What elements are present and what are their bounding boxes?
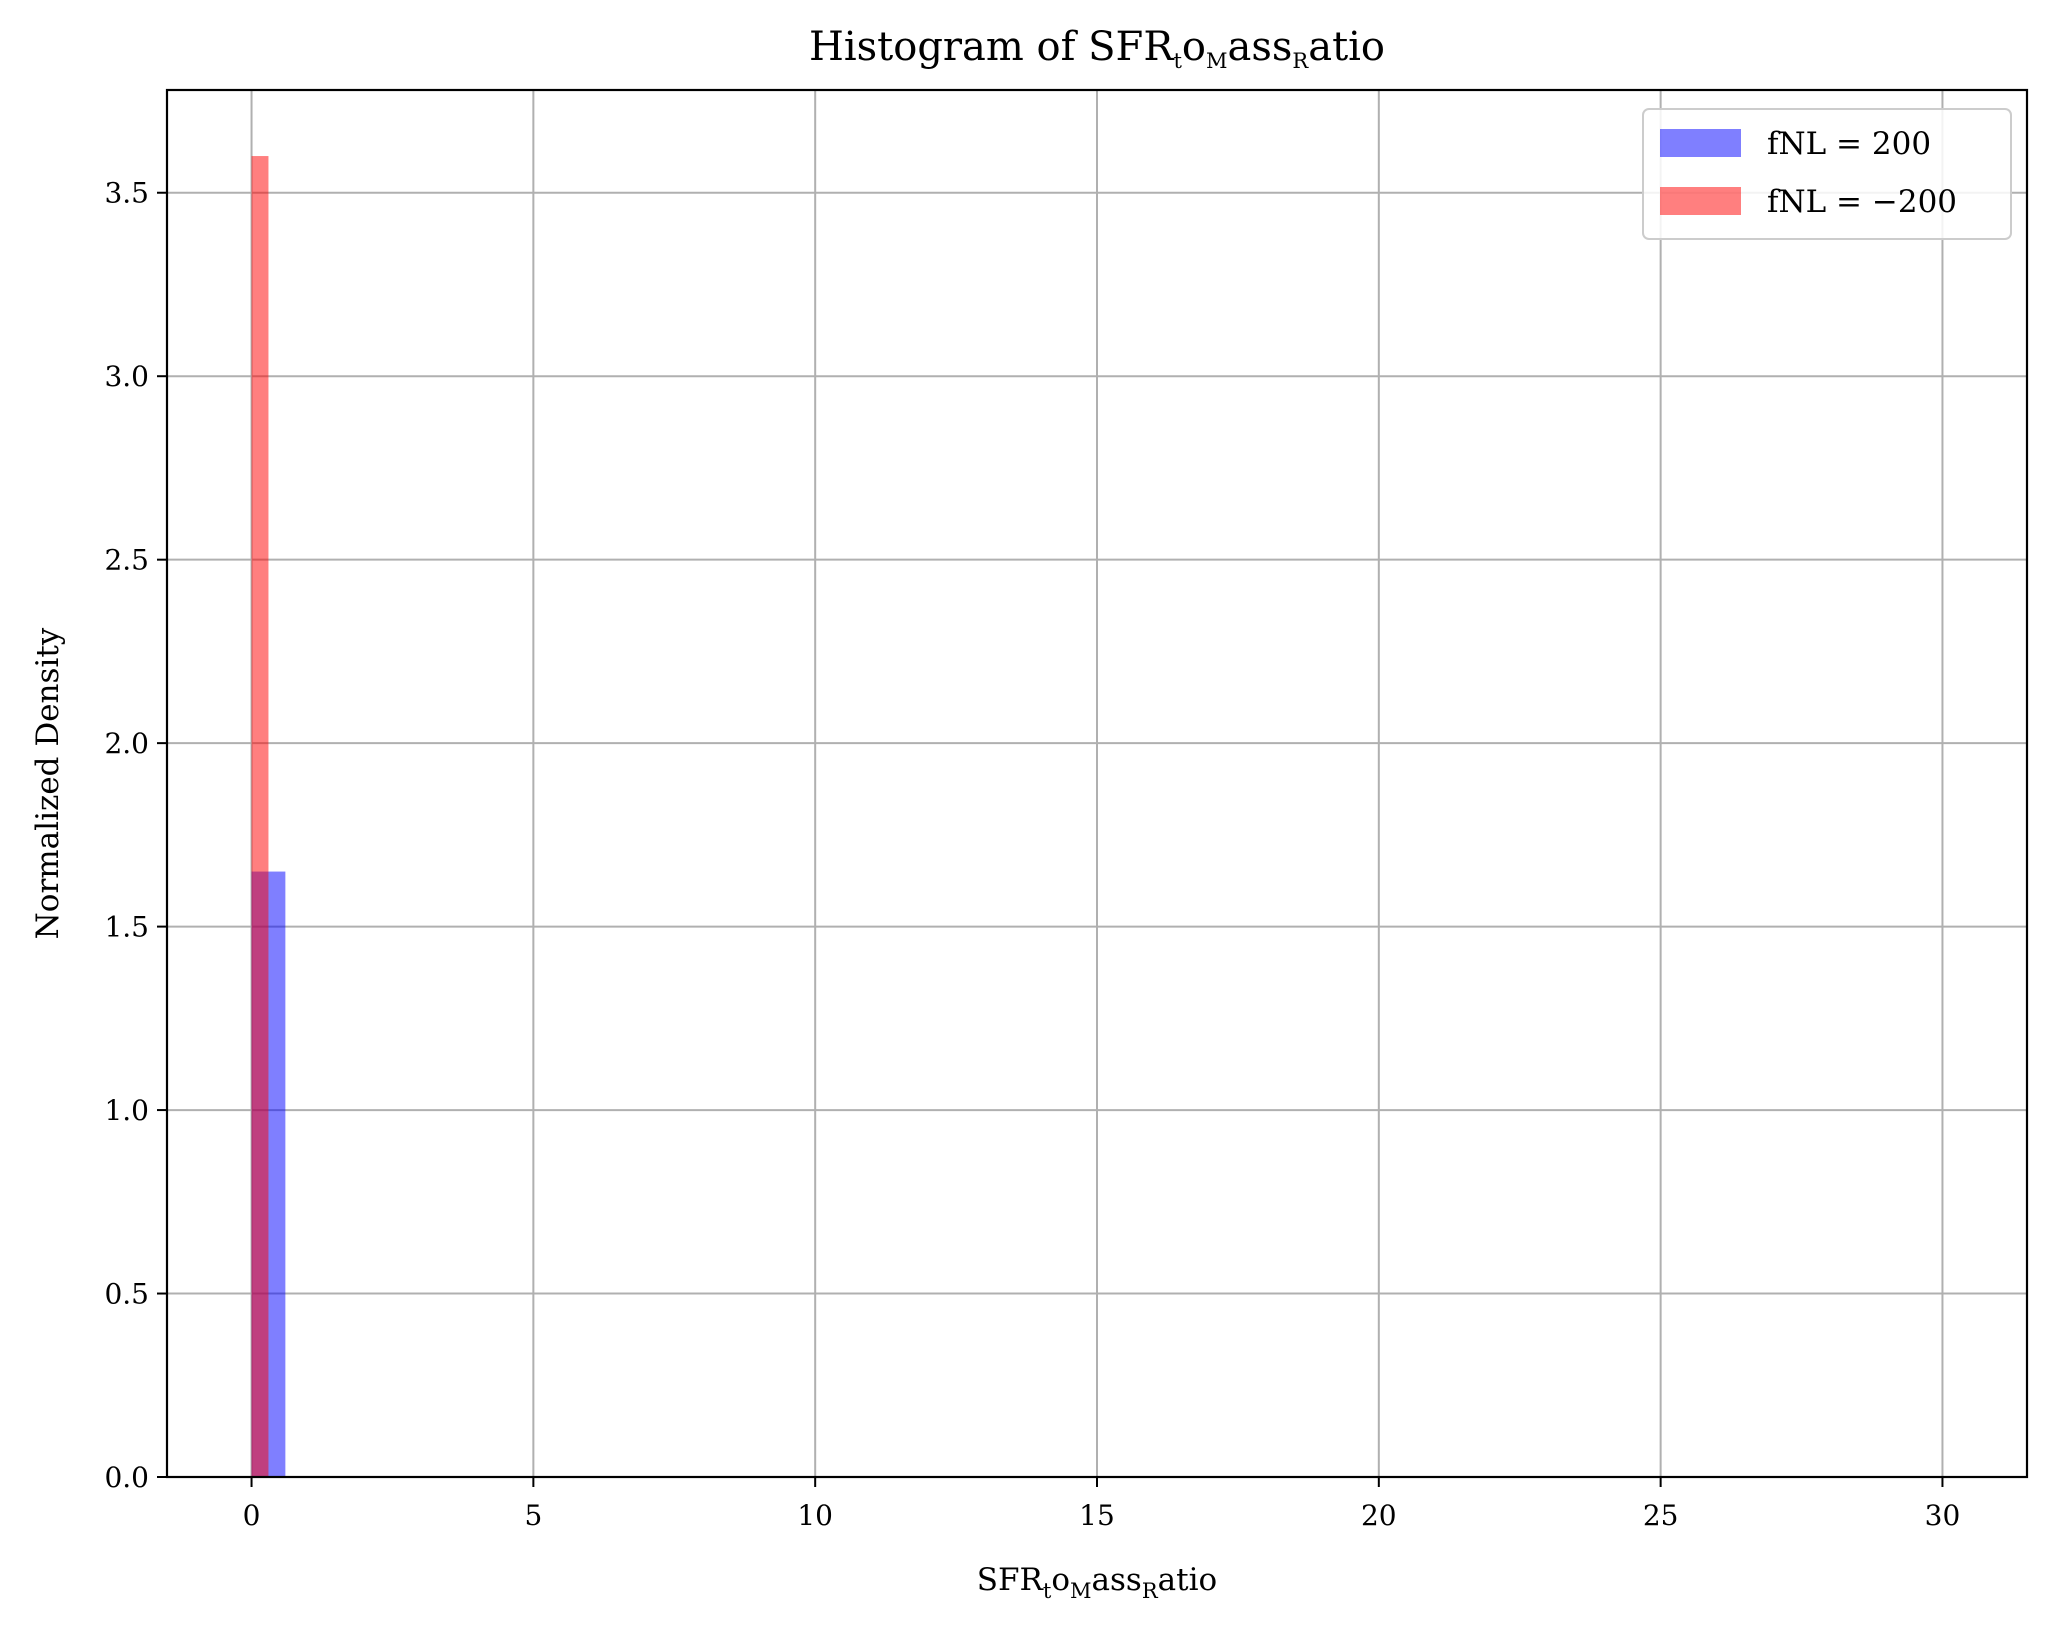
x-tick-label: 15 [1079, 1499, 1115, 1532]
y-axis-title: Normalized Density [30, 627, 66, 939]
chart-title: Histogram of SFRtoMassRatio [809, 24, 1385, 73]
x-tick-label: 5 [524, 1499, 542, 1532]
x-tick-label: 20 [1361, 1499, 1397, 1532]
y-tick-label: 2.5 [104, 544, 149, 577]
y-tick-label: 0.0 [104, 1461, 149, 1494]
x-tick-label: 0 [243, 1499, 261, 1532]
y-tick-label: 3.5 [104, 177, 149, 210]
x-tick-label: 30 [1925, 1499, 1961, 1532]
x-tick-label: 10 [797, 1499, 833, 1532]
x-axis-title: SFRtoMassRatio [977, 1562, 1217, 1603]
y-tick-label: 0.5 [104, 1278, 149, 1311]
y-tick-label: 1.0 [104, 1094, 149, 1127]
y-tick-label: 1.5 [104, 911, 149, 944]
legend: fNL = 200 fNL = −200 [1642, 108, 2012, 240]
legend-label-1: fNL = −200 [1767, 184, 1957, 220]
legend-swatch-0 [1660, 129, 1741, 157]
legend-swatch-1 [1660, 187, 1741, 215]
y-tick-label: 2.0 [104, 727, 149, 760]
x-tick-label: 25 [1643, 1499, 1679, 1532]
y-tick-label: 3.0 [104, 360, 149, 393]
legend-label-0: fNL = 200 [1767, 126, 1931, 162]
bar-series1-0 [251, 156, 269, 1478]
